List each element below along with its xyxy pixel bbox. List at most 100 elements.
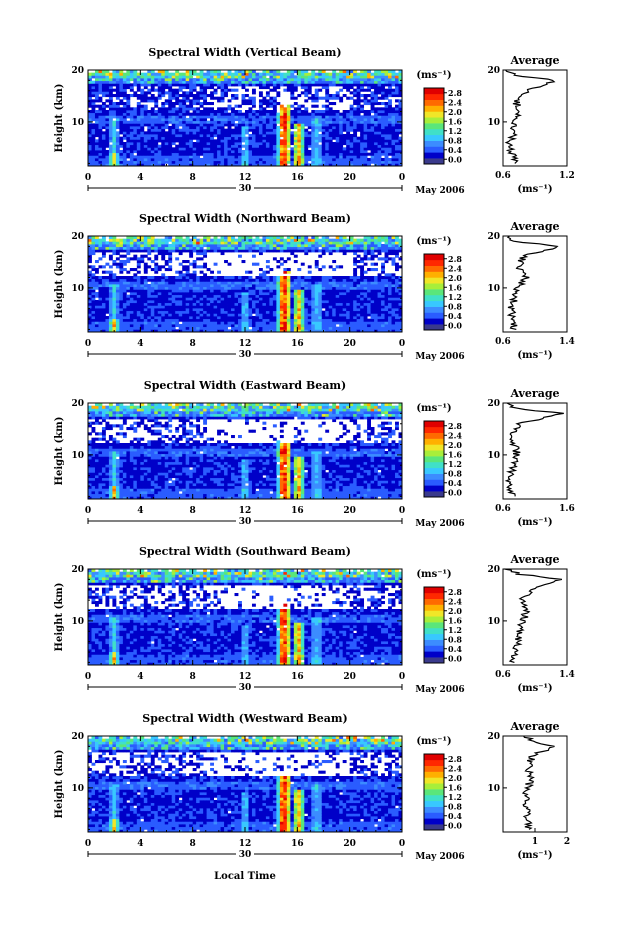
heatmap-cell	[178, 158, 183, 162]
heatmap-cell	[231, 72, 235, 76]
heatmap-cell	[217, 83, 221, 87]
heatmap-cell	[245, 99, 249, 103]
heatmap-cell	[276, 94, 281, 98]
heatmap-cell	[314, 94, 319, 98]
heatmap-cell	[143, 115, 148, 119]
heatmap-cell	[265, 324, 270, 328]
heatmap-cell	[238, 281, 242, 285]
heatmap-cell	[279, 80, 284, 84]
heatmap-cell	[353, 123, 358, 127]
heatmap-cell	[112, 112, 117, 116]
heatmap-cell	[105, 289, 110, 293]
heatmap-cell	[241, 120, 246, 124]
heatmap-cell	[276, 249, 281, 253]
heatmap-cell	[325, 160, 330, 164]
heatmap-cell	[346, 96, 351, 100]
heatmap-cell	[171, 91, 176, 95]
heatmap-cell	[300, 104, 305, 108]
heatmap-cell	[133, 75, 138, 79]
heatmap-cell	[175, 246, 180, 250]
heatmap-cell	[178, 316, 183, 320]
heatmap-cell	[272, 321, 277, 325]
heatmap-cell	[140, 294, 145, 298]
heatmap-cell	[147, 236, 152, 240]
heatmap-cell	[115, 329, 120, 333]
heatmap-cell	[206, 326, 211, 330]
heatmap-cell	[133, 120, 138, 124]
heatmap-cell	[189, 318, 194, 322]
heatmap-cell	[147, 142, 152, 146]
heatmap-cell	[199, 72, 204, 76]
heatmap-cell	[262, 99, 267, 103]
heatmap-cell	[269, 324, 274, 328]
heatmap-cell	[136, 80, 141, 84]
heatmap-cell	[353, 112, 358, 116]
heatmap-cell	[283, 241, 288, 245]
heatmap-cell	[168, 294, 173, 298]
heatmap-cell	[136, 104, 141, 108]
heatmap-cell	[255, 131, 260, 135]
heatmap-cell	[164, 70, 169, 74]
heatmap-cell	[279, 305, 284, 309]
heatmap-cell	[105, 300, 110, 304]
heatmap-cell	[91, 246, 96, 250]
heatmap-cell	[98, 139, 103, 143]
heatmap-cell	[136, 284, 141, 288]
heatmap-cell	[91, 238, 96, 242]
heatmap-cell	[363, 126, 368, 130]
heatmap-cell	[136, 324, 141, 328]
heatmap-cell	[147, 300, 152, 304]
heatmap-cell	[199, 94, 204, 98]
heatmap-cell	[192, 284, 197, 288]
heatmap-cell	[293, 70, 298, 74]
heatmap-cell	[245, 321, 249, 325]
heatmap-cell	[297, 139, 302, 143]
heatmap-cell	[126, 75, 131, 79]
heatmap-cell	[325, 321, 330, 325]
heatmap-cell	[227, 131, 232, 135]
heatmap-cell	[136, 78, 141, 82]
heatmap-cell	[217, 142, 221, 146]
heatmap-cell	[297, 158, 302, 162]
heatmap-cell	[293, 313, 298, 317]
heatmap-cell	[251, 136, 256, 140]
heatmap-cell	[297, 112, 302, 116]
heatmap-cell	[339, 120, 344, 124]
heatmap-cell	[185, 281, 190, 285]
heatmap-cell	[269, 246, 274, 250]
heatmap-cell	[203, 126, 208, 130]
heatmap-cell	[321, 78, 326, 82]
heatmap-cell	[220, 163, 225, 167]
heatmap-cell	[199, 115, 204, 119]
heatmap-cell	[203, 142, 208, 146]
heatmap-cell	[238, 144, 242, 148]
heatmap-cell	[258, 246, 263, 250]
heatmap-cell	[231, 112, 235, 116]
heatmap-cell	[88, 294, 92, 298]
heatmap-cell	[108, 115, 113, 119]
heatmap-cell	[210, 305, 214, 309]
heatmap-cell	[279, 142, 284, 146]
heatmap-cell	[314, 316, 319, 320]
heatmap-cell	[269, 286, 274, 290]
heatmap-cell	[136, 88, 141, 92]
heatmap-cell	[231, 321, 235, 325]
heatmap-cell	[311, 110, 316, 114]
heatmap-cell	[154, 262, 159, 266]
heatmap-cell	[321, 139, 326, 143]
heatmap-cell	[311, 136, 316, 140]
heatmap-cell	[161, 120, 166, 124]
heatmap-cell	[147, 83, 152, 87]
heatmap-cell	[363, 102, 368, 106]
heatmap-cell	[88, 318, 92, 322]
heatmap-cell	[101, 265, 106, 269]
heatmap-cell	[245, 150, 249, 154]
heatmap-cell	[192, 110, 197, 114]
heatmap-cell	[140, 254, 145, 258]
heatmap-cell	[189, 313, 194, 317]
heatmap-cell	[108, 292, 113, 296]
heatmap-cell	[101, 160, 106, 164]
heatmap-cell	[175, 99, 180, 103]
heatmap-cell	[290, 329, 295, 333]
heatmap-cell	[178, 262, 183, 266]
